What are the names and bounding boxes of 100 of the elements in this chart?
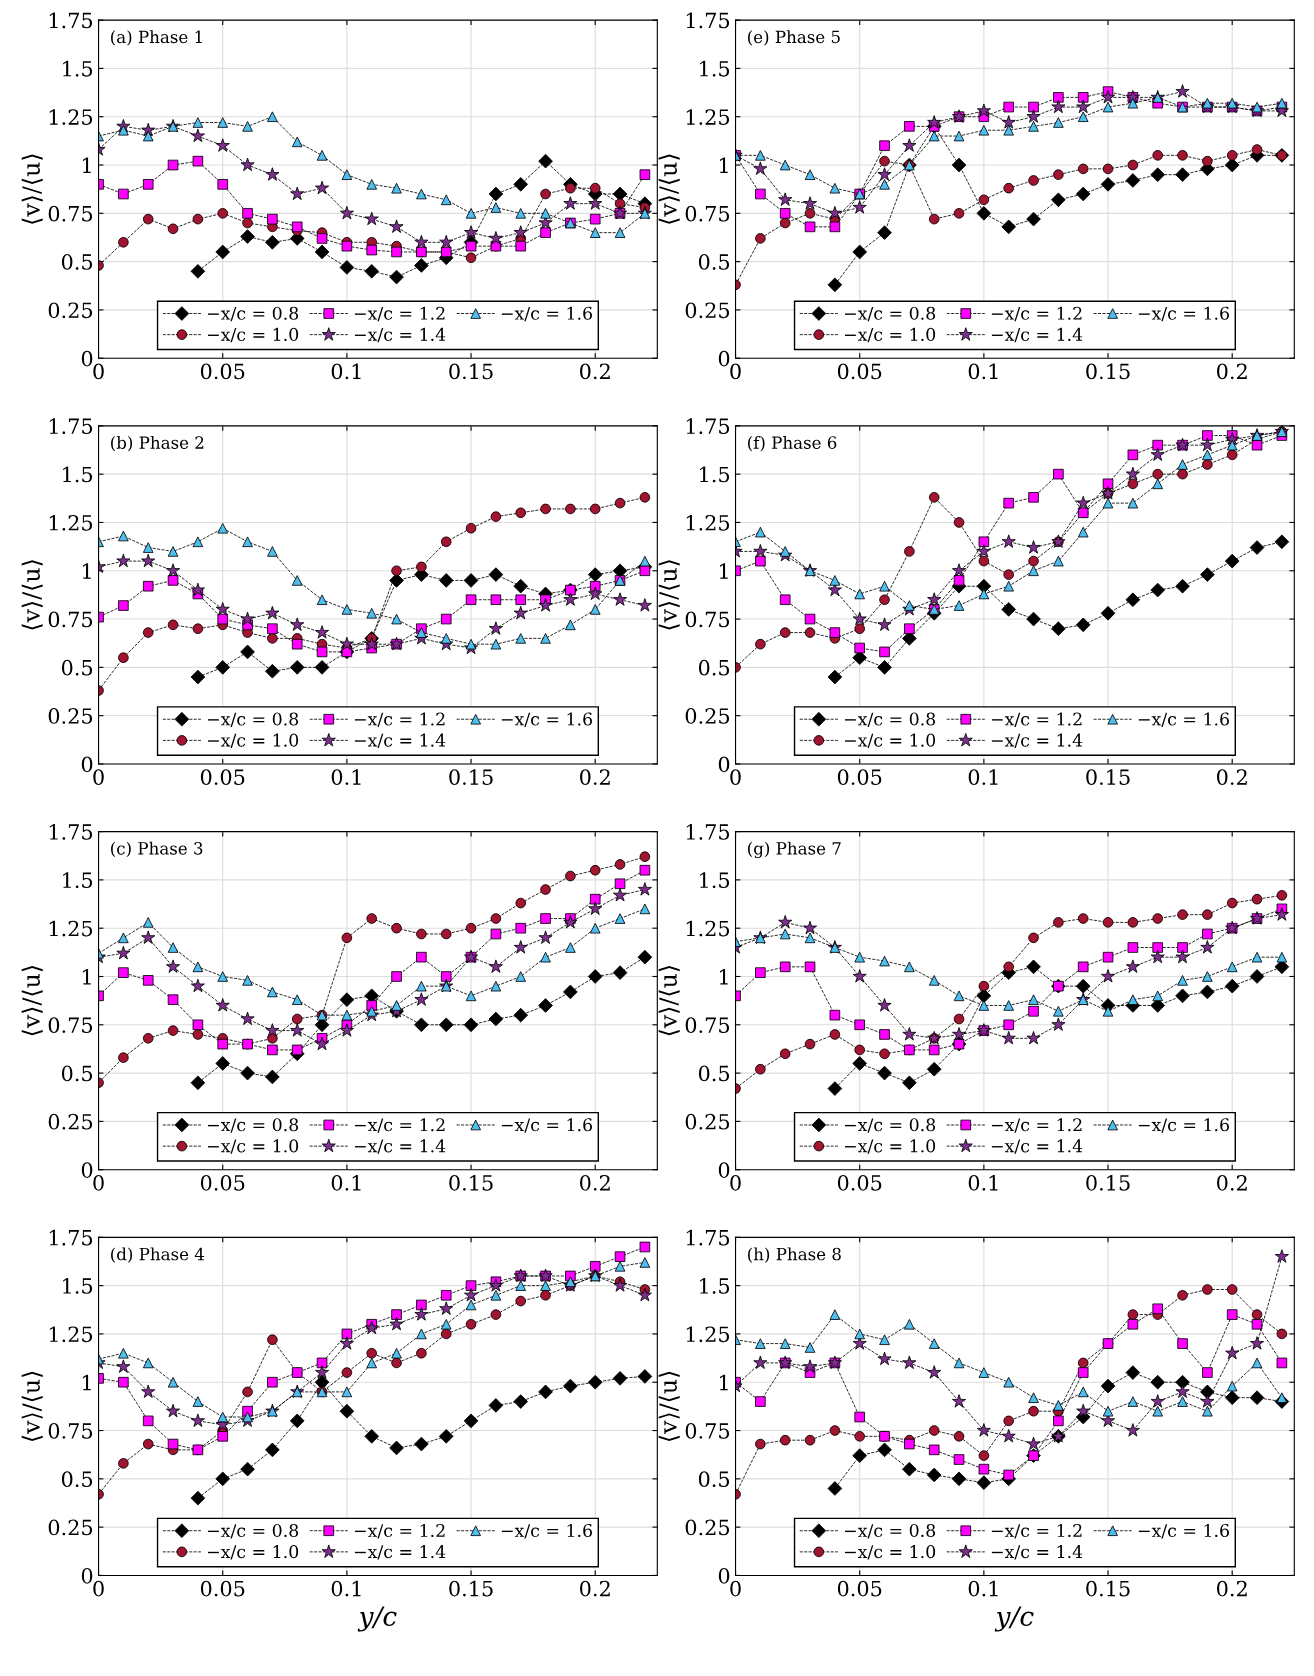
x-tick-label: 0.2 [580, 1580, 610, 1597]
legend-label: −x/c = 0.8 [844, 1118, 936, 1133]
y-tick-label: 0 [718, 1162, 730, 1178]
x-tick-label: 0.2 [580, 363, 610, 380]
y-tick-label: 0.5 [61, 1065, 93, 1082]
y-tick-label: 1.25 [686, 920, 730, 937]
x-tick-label: 0.15 [1086, 769, 1130, 785]
x-tick-label: 0.1 [968, 1580, 998, 1597]
y-tick-label: 0 [81, 350, 93, 367]
legend-label: −x/c = 1.4 [354, 1139, 446, 1154]
y-tick-label: 1.75 [49, 1229, 93, 1246]
legend-label: −x/c = 1.0 [844, 327, 936, 343]
y-tick-label: 1.25 [49, 514, 93, 531]
y-tick-label: 0 [718, 350, 730, 367]
y-tick-label: 0.25 [48, 708, 93, 724]
y-tick-label: 1.25 [49, 920, 93, 937]
x-axis-title: y/c [994, 1606, 1034, 1632]
legend-label: −x/c = 1.2 [354, 712, 445, 727]
y-tick-label: 1 [82, 1374, 91, 1391]
text: (f) Phase 6 [748, 435, 837, 452]
x-tick-label: 0.1 [968, 769, 998, 785]
x-tick-label: 0.1 [331, 363, 361, 380]
y-tick-label: 0 [718, 1567, 730, 1584]
x-tick-label: 0.1 [968, 1174, 998, 1191]
legend-label: −x/c = 1.0 [208, 733, 299, 749]
y-axis-title: ⟨v⟩/⟨u⟩ [21, 1371, 43, 1441]
x-tick-label: 0.05 [200, 1580, 245, 1597]
y-tick-label: 0.75 [685, 611, 730, 628]
y-tick-label: 0.25 [685, 302, 730, 319]
legend-label: −x/c = 0.8 [208, 712, 299, 727]
x-tick-label: 0.1 [331, 769, 361, 785]
y-tick-label: 1.5 [63, 60, 93, 77]
x-tick-label: 0 [93, 1580, 104, 1597]
y-tick-label: 1.75 [686, 1229, 730, 1246]
y-tick-label: 0.75 [685, 1422, 730, 1439]
legend-label: −x/c = 1.4 [991, 733, 1083, 749]
y-tick-label: 0.5 [698, 659, 730, 676]
y-tick-label: 1.5 [700, 872, 730, 889]
x-tick-label: 0.05 [837, 769, 882, 785]
x-tick-label: 0.2 [1217, 363, 1247, 380]
legend-label: −x/c = 0.8 [208, 306, 299, 322]
x-tick-label: 0 [730, 769, 741, 785]
legend-label: −x/c = 1.6 [501, 306, 593, 322]
y-tick-label: 1.25 [49, 1326, 93, 1343]
y-tick-label: 0.25 [48, 302, 93, 319]
legend-label: −x/c = 1.2 [354, 306, 445, 322]
text: (c) Phase 3 [111, 841, 203, 857]
y-tick-label: 1.75 [686, 12, 730, 29]
x-tick-label: 0.05 [200, 769, 245, 785]
y-tick-label: 0.75 [685, 205, 730, 222]
legend-label: −x/c = 1.2 [991, 712, 1082, 727]
y-tick-label: 1 [719, 563, 728, 579]
text: (a) Phase 1 [111, 30, 202, 46]
legend-label: −x/c = 1.0 [208, 1139, 299, 1154]
legend-label: −x/c = 1.6 [1138, 1523, 1229, 1539]
legend-label: −x/c = 1.4 [991, 327, 1083, 343]
y-tick-label: 1.5 [700, 1278, 730, 1294]
y-tick-label: 0.5 [61, 1471, 93, 1488]
y-tick-label: 0.5 [698, 1471, 730, 1488]
y-tick-label: 0.75 [48, 205, 93, 222]
y-tick-label: 1.5 [63, 872, 93, 889]
x-tick-label: 0.1 [331, 1174, 361, 1191]
x-tick-label: 0.15 [1086, 363, 1130, 380]
y-tick-label: 0.5 [61, 254, 93, 270]
y-tick-label: 1 [82, 968, 91, 985]
y-tick-label: 0.5 [61, 659, 93, 676]
y-tick-label: 0.75 [48, 611, 93, 628]
y-axis-title: ⟨v⟩/⟨u⟩ [21, 154, 43, 224]
legend-label: −x/c = 1.6 [501, 1523, 593, 1539]
y-tick-label: 0.25 [685, 1113, 730, 1130]
legend-label: −x/c = 1.4 [991, 1545, 1083, 1560]
x-tick-label: 0 [730, 1174, 741, 1191]
legend-label: −x/c = 1.0 [844, 1545, 936, 1560]
text: (g) Phase 7 [748, 841, 841, 859]
y-tick-label: 1.75 [686, 824, 730, 840]
y-tick-label: 1.75 [49, 418, 93, 435]
y-tick-label: 0.25 [48, 1519, 93, 1536]
x-tick-label: 0.2 [1217, 769, 1247, 785]
y-tick-label: 0.75 [48, 1017, 93, 1034]
legend-label: −x/c = 1.4 [354, 733, 446, 749]
x-tick-label: 0.2 [1217, 1174, 1247, 1191]
x-tick-label: 0.2 [580, 1174, 610, 1191]
x-tick-label: 0.05 [837, 1580, 882, 1597]
x-tick-label: 0.1 [331, 1580, 361, 1597]
legend-label: −x/c = 1.6 [501, 712, 593, 727]
x-tick-label: 0.15 [1086, 1174, 1130, 1191]
x-tick-label: 0.2 [580, 769, 610, 785]
y-tick-label: 0.25 [48, 1113, 93, 1130]
x-tick-label: 0.2 [1217, 1580, 1247, 1597]
legend-label: −x/c = 1.0 [208, 327, 299, 343]
x-axis-title: y/c [357, 1606, 397, 1632]
legend-label: −x/c = 1.6 [501, 1118, 593, 1133]
legend-label: −x/c = 1.2 [991, 306, 1082, 322]
legend-label: −x/c = 1.0 [844, 733, 936, 749]
legend-label: −x/c = 1.6 [1138, 712, 1229, 727]
legend-label: −x/c = 1.4 [354, 1545, 446, 1560]
y-tick-label: 1.5 [700, 466, 730, 483]
x-tick-label: 0.05 [837, 363, 882, 380]
legend-label: −x/c = 1.4 [354, 327, 446, 343]
x-tick-label: 0 [93, 769, 104, 785]
